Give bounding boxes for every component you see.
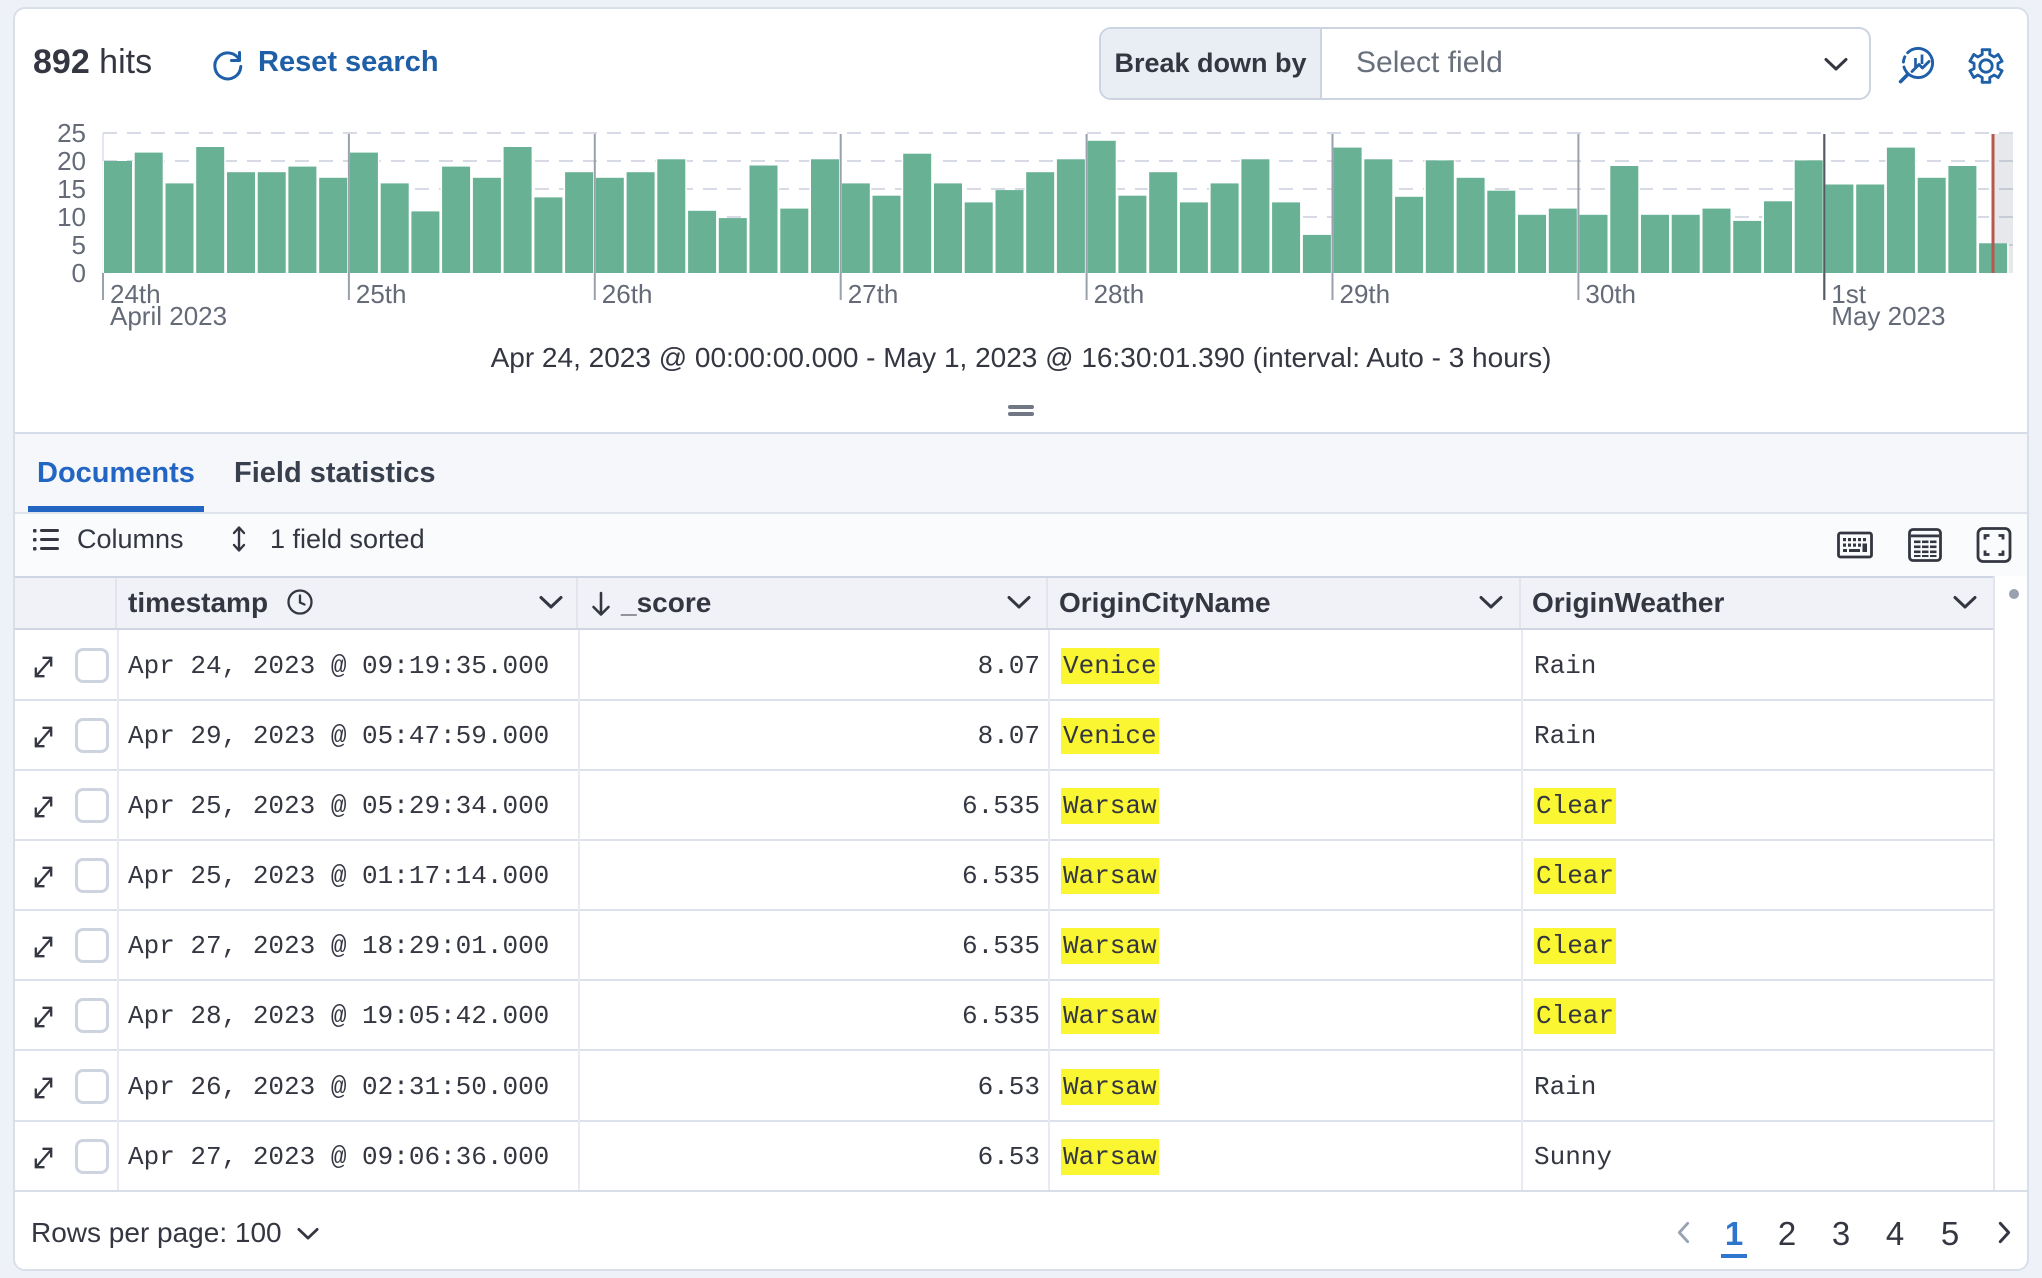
svg-text:0: 0 <box>72 258 86 288</box>
svg-text:April 2023: April 2023 <box>110 301 227 331</box>
svg-text:26th: 26th <box>602 279 653 309</box>
svg-text:20: 20 <box>57 146 86 176</box>
svg-text:25th: 25th <box>356 279 407 309</box>
svg-text:29th: 29th <box>1340 279 1391 309</box>
svg-text:May 2023: May 2023 <box>1831 301 1945 331</box>
svg-text:5: 5 <box>72 230 86 260</box>
svg-text:25: 25 <box>57 118 86 148</box>
svg-text:27th: 27th <box>848 279 899 309</box>
svg-text:10: 10 <box>57 202 86 232</box>
svg-text:24th: 24th <box>110 279 161 309</box>
svg-text:1st: 1st <box>1831 279 1866 309</box>
svg-text:30th: 30th <box>1585 279 1636 309</box>
svg-text:28th: 28th <box>1094 279 1145 309</box>
svg-text:15: 15 <box>57 174 86 204</box>
